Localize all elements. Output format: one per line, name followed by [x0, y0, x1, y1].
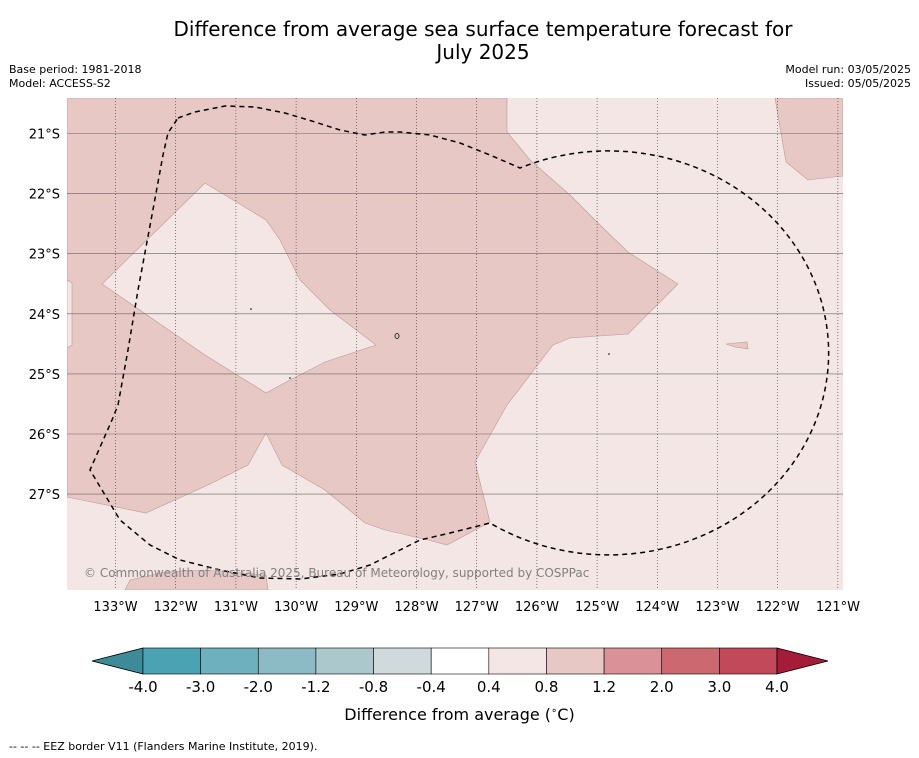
longitude-label: 125°W	[575, 600, 619, 615]
colorbar-extend-high	[776, 647, 829, 675]
anomaly-patch-east	[725, 341, 749, 350]
colorbar-blocks	[91, 647, 829, 675]
island	[250, 308, 252, 310]
degree-symbol: ∘	[551, 705, 558, 717]
gridlines	[67, 98, 843, 590]
colorbar-ticks: -4.0 -3.0 -2.0 -1.2 -0.8 -0.4 0.4 0.8 1.2 2.0 3.0 4…	[128, 678, 789, 696]
colorbar-block	[546, 647, 605, 675]
colorbar-label-text: Difference from average (	[344, 705, 552, 724]
colorbar-block	[142, 647, 201, 675]
colorbar-label: Difference from average (∘C)	[0, 705, 919, 724]
colorbar-tick-label: -1.2	[301, 678, 330, 696]
longitude-label: 129°W	[334, 600, 378, 615]
colorbar-tick-label: 1.2	[592, 678, 616, 696]
longitude-label: 128°W	[394, 600, 438, 615]
longitude-label: 123°W	[695, 600, 739, 615]
latitude-labels: 21°S 22°S 23°S 24°S 25°S 26°S 27°S	[29, 128, 60, 504]
longitude-label: 127°W	[455, 600, 499, 615]
colorbar-label-unit: C)	[557, 705, 575, 724]
longitude-label: 124°W	[635, 600, 679, 615]
eez-border	[89, 105, 830, 580]
meta-right: Model run: 03/05/2025 Issued: 05/05/2025	[785, 63, 911, 91]
latitude-label: 24°S	[29, 308, 60, 323]
longitude-label: 131°W	[214, 600, 258, 615]
model-name: Model: ACCESS-S2	[9, 77, 111, 90]
copyright-text: © Commonwealth of Australia 2025, Bureau…	[84, 566, 589, 580]
colorbar-tick-label: 4.0	[765, 678, 789, 696]
colorbar-tick-label: 0.4	[477, 678, 501, 696]
colorbar-block	[488, 647, 547, 675]
colorbar-tick-label: -3.0	[186, 678, 215, 696]
colorbar-tick-label: 3.0	[707, 678, 731, 696]
base-period: Base period: 1981-2018	[9, 63, 142, 76]
colorbar-block	[661, 647, 720, 675]
longitude-label: 122°W	[756, 600, 800, 615]
latitude-label: 23°S	[29, 248, 60, 263]
anomaly-region-northeast	[774, 98, 843, 181]
colorbar-block	[200, 647, 259, 675]
island	[289, 377, 291, 379]
anomaly-region-southwest	[124, 569, 269, 590]
colorbar-block	[603, 647, 663, 675]
longitude-label: 130°W	[274, 600, 318, 615]
colorbar-block	[373, 647, 432, 675]
colorbar-extend-low	[91, 647, 144, 675]
longitude-label: 126°W	[515, 600, 559, 615]
colorbar-tick-label: 2.0	[650, 678, 674, 696]
meta-left: Base period: 1981-2018 Model: ACCESS-S2	[9, 63, 141, 91]
latitude-label: 27°S	[29, 488, 60, 503]
longitude-label: 133°W	[93, 600, 137, 615]
colorbar-tick-label: -2.0	[244, 678, 273, 696]
eez-footnote: -- -- -- EEZ border V11 (Flanders Marine…	[9, 740, 318, 753]
island	[394, 333, 400, 339]
colorbar-tick-label: -0.8	[359, 678, 388, 696]
title-line-1: Difference from average sea surface temp…	[173, 17, 793, 41]
longitude-label: 132°W	[154, 600, 198, 615]
latitude-label: 26°S	[29, 428, 60, 443]
colorbar-block	[719, 647, 778, 675]
longitude-labels: 133°W 132°W 131°W 130°W 129°W 128°W 127°W 126°W…	[93, 600, 860, 615]
colorbar-tick-label: -4.0	[128, 678, 157, 696]
colorbar-block	[257, 647, 317, 675]
island	[608, 353, 610, 355]
latitude-label: 22°S	[29, 188, 60, 203]
colorbar-tick-label: 0.8	[535, 678, 559, 696]
longitude-label: 121°W	[816, 600, 860, 615]
map-title: Difference from average sea surface temp…	[0, 18, 919, 64]
colorbar-block	[430, 647, 490, 675]
colorbar-tick-label: -0.4	[417, 678, 446, 696]
latitude-label: 25°S	[29, 368, 60, 383]
colorbar-block	[315, 647, 374, 675]
title-line-2: July 2025	[436, 40, 530, 64]
model-run: Model run: 03/05/2025	[785, 63, 911, 76]
latitude-label: 21°S	[29, 128, 60, 143]
anomaly-region-large	[67, 98, 679, 546]
issued-date: Issued: 05/05/2025	[804, 77, 911, 90]
sst-anomaly-map: © Commonwealth of Australia 2025, Bureau…	[29, 98, 860, 615]
